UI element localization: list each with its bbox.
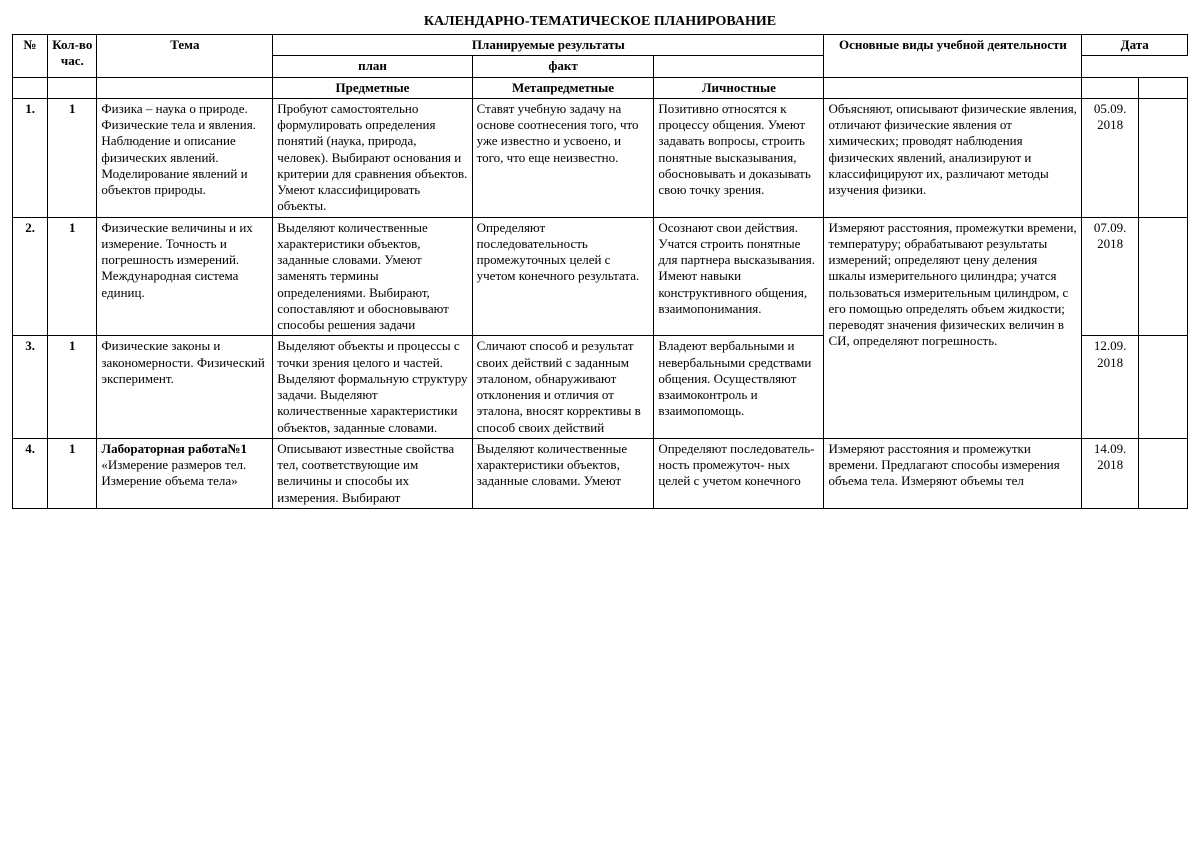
- cell-predmet: Выделяют количественные характеристики о…: [273, 217, 472, 336]
- th-predmet: Предметные: [273, 77, 472, 98]
- blank-plan: [1082, 77, 1138, 98]
- th-fakt: факт: [472, 56, 654, 77]
- cell-meta: Сличают способ и результат своих действи…: [472, 336, 654, 439]
- cell-fakt: [1138, 217, 1187, 336]
- cell-act: Измеряют расстояния, промежутки времени,…: [824, 217, 1082, 438]
- cell-fakt: [1138, 98, 1187, 217]
- th-tema: Тема: [97, 35, 273, 78]
- cell-plan: 14.09. 2018: [1082, 438, 1138, 508]
- cell-plan: 05.09. 2018: [1082, 98, 1138, 217]
- blank-act: [824, 77, 1082, 98]
- cell-predmet: Выделяют объекты и процессы с точки зрен…: [273, 336, 472, 439]
- cell-act: Измеряют расстояния и промежутки времени…: [824, 438, 1082, 508]
- cell-num: 1.: [13, 98, 48, 217]
- cell-lich: Владеют вербальными и невербальными сред…: [654, 336, 824, 439]
- cell-hours: 1: [48, 217, 97, 336]
- cell-act: Объясняют, описывают физические явления,…: [824, 98, 1082, 217]
- blank-num: [13, 77, 48, 98]
- cell-tema: Физические величины и их измерение. Точн…: [97, 217, 273, 336]
- cell-fakt: [1138, 336, 1187, 439]
- lab-label: Лабораторная работа№1: [101, 441, 247, 456]
- table-row: 4. 1 Лабораторная работа№1 «Измерение ра…: [13, 438, 1188, 508]
- blank-hours: [48, 77, 97, 98]
- cell-meta: Ставят учебную задачу на основе соотнесе…: [472, 98, 654, 217]
- planning-table: № Кол-во час. Тема Планируемые результат…: [12, 34, 1188, 509]
- th-plan: план: [273, 56, 472, 77]
- cell-lich: Определяют последователь-ность промежуто…: [654, 438, 824, 508]
- cell-lich: Позитивно относятся к процессу общения. …: [654, 98, 824, 217]
- th-results: Планируемые результаты: [273, 35, 824, 56]
- lab-rest: «Измерение размеров тел. Измерение объем…: [101, 457, 246, 488]
- th-metapredmet: Метапредметные: [472, 77, 654, 98]
- header-row-1: № Кол-во час. Тема Планируемые результат…: [13, 35, 1188, 56]
- th-num: №: [13, 35, 48, 78]
- th-date: Дата: [1082, 35, 1188, 56]
- cell-meta: Определяют последовательность промежуточ…: [472, 217, 654, 336]
- cell-num: 4.: [13, 438, 48, 508]
- cell-hours: 1: [48, 438, 97, 508]
- cell-meta: Выделяют количественные характеристики о…: [472, 438, 654, 508]
- table-row: 1. 1 Физика – наука о природе. Физически…: [13, 98, 1188, 217]
- cell-plan: 12.09. 2018: [1082, 336, 1138, 439]
- th-lichnost: Личностные: [654, 77, 824, 98]
- cell-plan: 07.09. 2018: [1082, 217, 1138, 336]
- blank-fakt: [1138, 77, 1187, 98]
- cell-tema: Лабораторная работа№1 «Измерение размеро…: [97, 438, 273, 508]
- cell-predmet: Пробуют самостоятельно формулировать опр…: [273, 98, 472, 217]
- th-hours: Кол-во час.: [48, 35, 97, 78]
- cell-predmet: Описывают известные свойства тел, соотве…: [273, 438, 472, 508]
- cell-tema: Физика – наука о природе. Физические тел…: [97, 98, 273, 217]
- cell-hours: 1: [48, 98, 97, 217]
- page-title: КАЛЕНДАРНО-ТЕМАТИЧЕСКОЕ ПЛАНИРОВАНИЕ: [12, 14, 1188, 30]
- header-row-3: Предметные Метапредметные Личностные: [13, 77, 1188, 98]
- cell-tema: Физические законы и закономерности. Физи…: [97, 336, 273, 439]
- cell-lich: Осознают свои действия. Учатся строить п…: [654, 217, 824, 336]
- blank-tema: [97, 77, 273, 98]
- th-activities: Основные виды учебной деятельности: [824, 35, 1082, 78]
- cell-hours: 1: [48, 336, 97, 439]
- cell-num: 3.: [13, 336, 48, 439]
- cell-num: 2.: [13, 217, 48, 336]
- table-row: 2. 1 Физические величины и их измерение.…: [13, 217, 1188, 336]
- cell-fakt: [1138, 438, 1187, 508]
